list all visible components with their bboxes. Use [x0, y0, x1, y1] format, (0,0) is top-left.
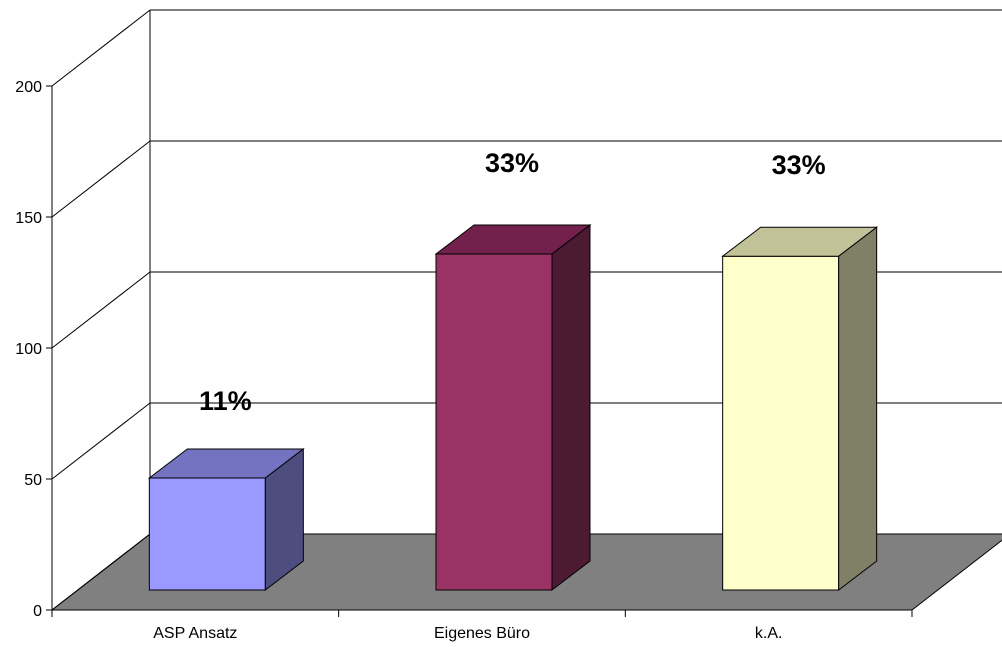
- gridline-side: [51, 402, 151, 480]
- bar-2: [434, 223, 592, 592]
- axes: [46, 85, 913, 617]
- gridline-side: [51, 271, 151, 349]
- x-tick-label: Eigenes Büro: [434, 625, 530, 642]
- bar-front: [722, 255, 840, 591]
- bar-side: [551, 223, 591, 592]
- y-tick-label: 200: [15, 79, 42, 96]
- bar-front: [435, 253, 553, 591]
- y-tick-label: 0: [33, 603, 42, 620]
- data-label: 33%: [485, 148, 539, 178]
- bar-side: [838, 226, 878, 592]
- y-tick-label: 50: [24, 472, 42, 489]
- data-labels: 11% 33% 33%: [199, 148, 826, 416]
- bar-side: [264, 447, 304, 592]
- gridline-side: [51, 9, 151, 87]
- x-tick-label: k.A.: [755, 625, 783, 642]
- x-tick-labels: ASP Ansatz Eigenes Büro k.A.: [153, 625, 782, 642]
- x-tick-label: ASP Ansatz: [153, 625, 237, 642]
- y-tick-label: 100: [15, 341, 42, 358]
- gridline-side: [51, 533, 151, 611]
- bars: [147, 223, 879, 592]
- gridline-side: [51, 140, 151, 218]
- y-tick-label: 150: [15, 210, 42, 227]
- bar-front: [148, 477, 266, 591]
- y-tick-labels: 0 50 100 150 200: [15, 79, 42, 620]
- bar-1: [147, 447, 305, 592]
- data-label: 11%: [199, 386, 252, 416]
- data-label: 33%: [772, 150, 826, 180]
- gridlines: [51, 9, 1002, 611]
- bar-3: [721, 226, 879, 592]
